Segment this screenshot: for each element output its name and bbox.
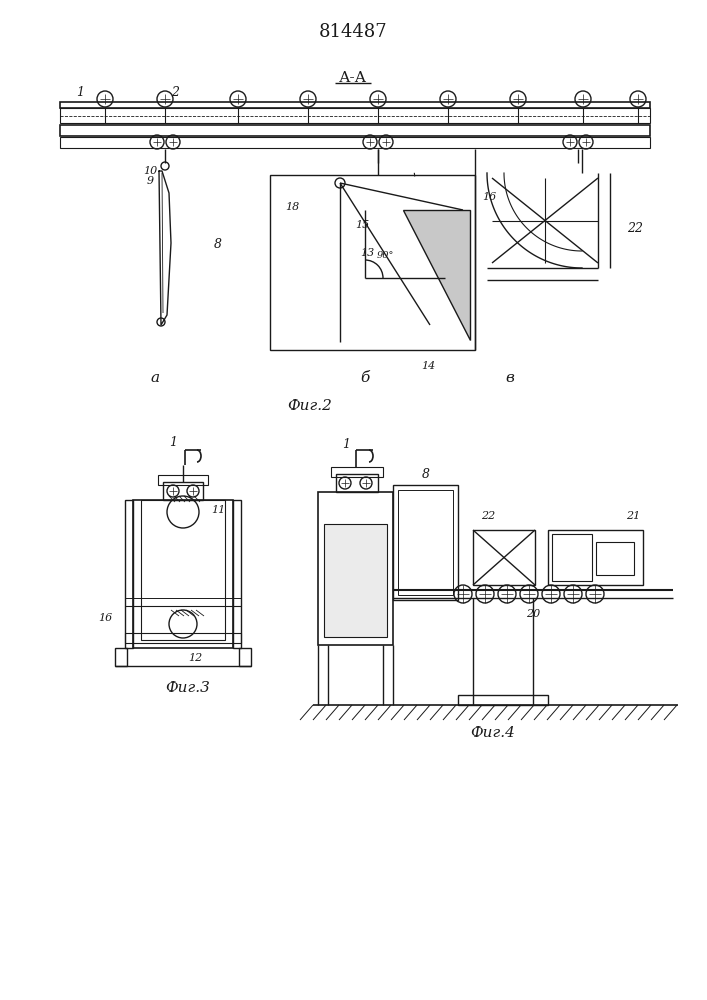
Bar xyxy=(239,648,251,666)
Text: 9: 9 xyxy=(146,176,153,186)
Bar xyxy=(163,482,203,500)
Bar xyxy=(548,530,643,585)
Bar xyxy=(324,524,387,637)
Text: 2: 2 xyxy=(171,87,179,100)
Text: 16: 16 xyxy=(98,613,112,623)
Polygon shape xyxy=(403,210,470,340)
Text: Фиг.3: Фиг.3 xyxy=(165,681,211,695)
Text: Фиг.2: Фиг.2 xyxy=(288,399,332,413)
Bar xyxy=(398,490,453,595)
Text: 16: 16 xyxy=(482,192,496,202)
Text: Фиг.4: Фиг.4 xyxy=(471,726,515,740)
Text: 814487: 814487 xyxy=(319,23,387,41)
Text: а: а xyxy=(151,371,160,385)
Bar xyxy=(125,500,133,648)
Text: б: б xyxy=(361,371,370,385)
Text: 8: 8 xyxy=(214,238,222,251)
Text: 15: 15 xyxy=(355,220,369,230)
Text: 1: 1 xyxy=(169,436,177,448)
Text: А-А: А-А xyxy=(339,71,367,85)
Text: в: в xyxy=(506,371,515,385)
Bar xyxy=(331,467,383,477)
Text: 22: 22 xyxy=(627,222,643,234)
Bar xyxy=(125,633,241,643)
Bar xyxy=(60,108,650,123)
Bar xyxy=(458,695,548,705)
Text: 90°: 90° xyxy=(376,251,394,260)
Text: 14: 14 xyxy=(421,361,435,371)
Bar xyxy=(473,530,535,585)
Text: 21: 21 xyxy=(626,511,640,521)
Bar xyxy=(270,175,475,350)
Text: 13: 13 xyxy=(360,248,374,258)
Text: 12: 12 xyxy=(188,653,202,663)
Bar xyxy=(141,500,225,640)
Text: 1: 1 xyxy=(342,438,350,450)
Bar xyxy=(60,102,650,108)
Text: 18: 18 xyxy=(285,202,299,212)
Bar xyxy=(60,125,650,136)
Bar xyxy=(133,500,233,648)
Bar xyxy=(318,492,393,645)
Text: 10: 10 xyxy=(143,166,157,176)
Text: 11: 11 xyxy=(211,505,225,515)
Bar xyxy=(393,485,458,600)
Bar xyxy=(115,648,127,666)
Bar xyxy=(158,475,208,485)
Text: 20: 20 xyxy=(526,609,540,619)
Text: 1: 1 xyxy=(76,87,84,100)
Bar xyxy=(596,542,634,575)
Bar xyxy=(60,137,650,148)
Bar xyxy=(552,534,592,581)
Bar xyxy=(336,474,378,492)
Text: 22: 22 xyxy=(481,511,495,521)
Text: 8: 8 xyxy=(422,468,430,482)
Bar xyxy=(233,500,241,648)
